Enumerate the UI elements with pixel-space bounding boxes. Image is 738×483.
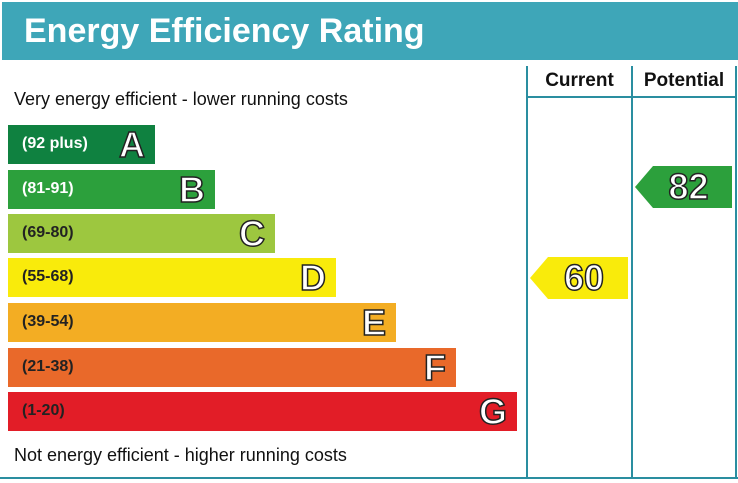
- band-a: (92 plus) A: [8, 124, 155, 165]
- band-range: (81-91): [22, 180, 74, 197]
- column-header-potential: Potential: [643, 70, 725, 91]
- chart-title: Energy Efficiency Rating: [24, 12, 425, 50]
- band-range: (39-54): [22, 313, 74, 330]
- band-d: (55-68) D: [8, 257, 336, 298]
- divider: [526, 66, 528, 479]
- band-letter: C: [238, 213, 266, 254]
- top-note: Very energy efficient - lower running co…: [14, 89, 348, 109]
- current-rating-value: 60: [563, 257, 605, 299]
- current-rating-arrow: 60: [530, 257, 628, 299]
- band-range: (1-20): [22, 402, 65, 419]
- band-letter: B: [178, 169, 206, 210]
- band-range: (21-38): [22, 358, 74, 375]
- band-letter: G: [478, 391, 508, 432]
- band-range: (92 plus): [22, 135, 88, 152]
- band-f: (21-38) F: [8, 347, 456, 388]
- divider: [0, 477, 738, 479]
- band-range: (55-68): [22, 268, 74, 285]
- divider: [526, 96, 737, 98]
- column-header-current: Current: [545, 70, 614, 91]
- band-letter: A: [118, 124, 146, 165]
- band-g: (1-20) G: [8, 391, 517, 432]
- divider: [735, 66, 737, 479]
- header: Energy Efficiency Rating: [2, 2, 738, 60]
- divider: [631, 66, 633, 479]
- band-e: (39-54) E: [8, 302, 396, 343]
- band-range: (69-80): [22, 224, 74, 241]
- band-b: (81-91) B: [8, 169, 215, 210]
- band-letter: E: [361, 302, 387, 343]
- bottom-note: Not energy efficient - higher running co…: [14, 445, 347, 465]
- band-c: (69-80) C: [8, 213, 275, 254]
- potential-rating-value: 82: [668, 166, 710, 208]
- potential-rating-arrow: 82: [635, 166, 732, 208]
- band-letter: F: [423, 347, 447, 388]
- band-letter: D: [299, 257, 327, 298]
